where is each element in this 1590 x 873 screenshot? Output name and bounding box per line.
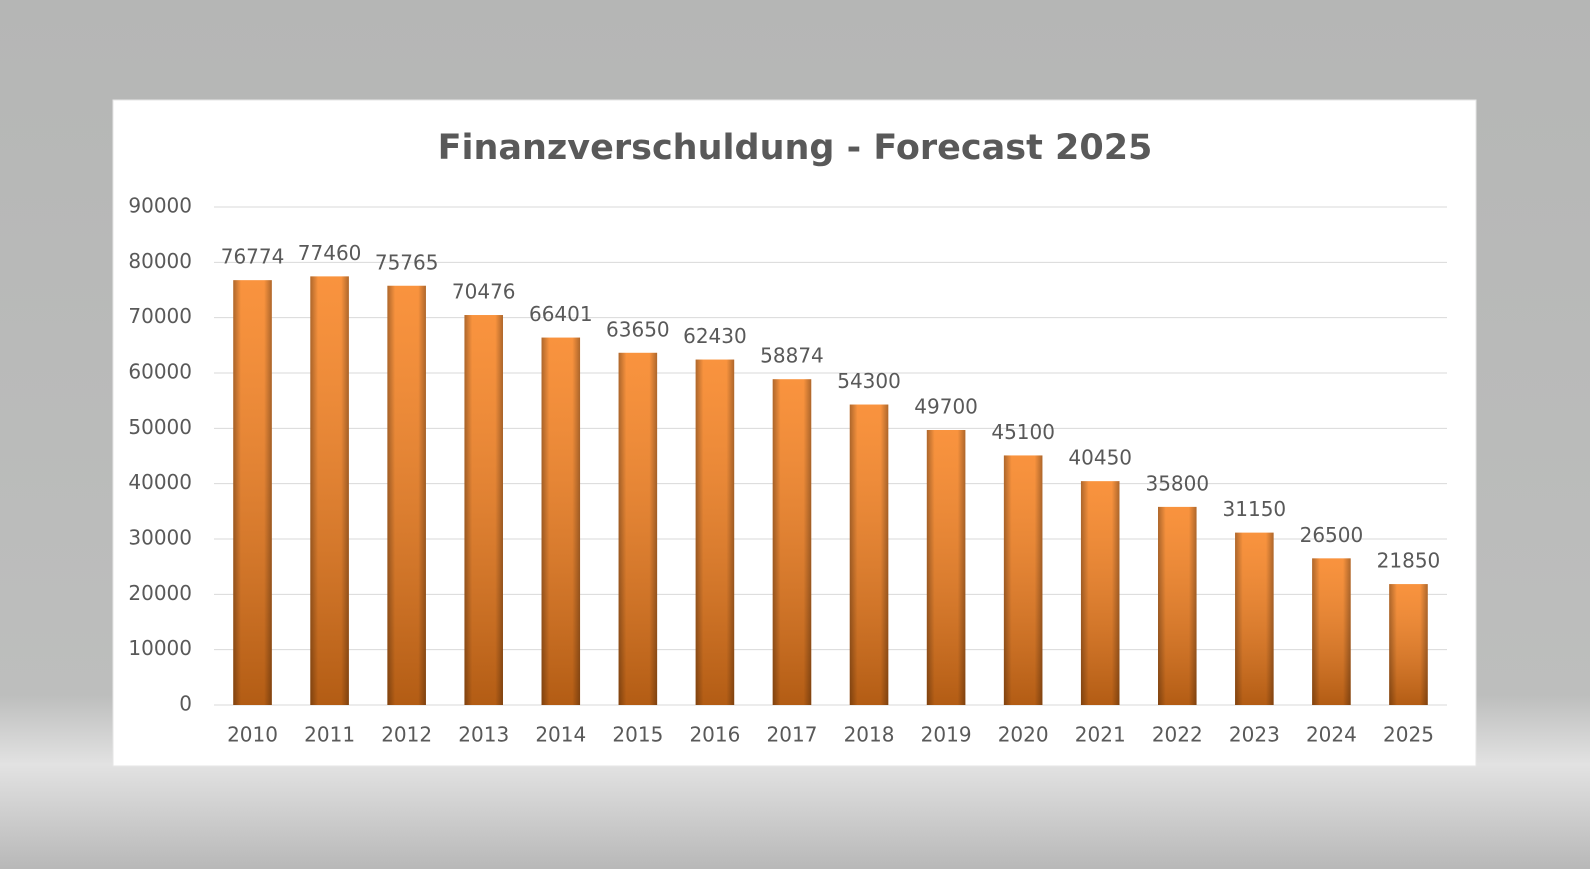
x-tick-label: 2021	[1075, 723, 1126, 747]
x-tick-label: 2013	[458, 723, 509, 747]
y-tick-label: 70000	[128, 304, 192, 328]
x-tick-label: 2019	[921, 723, 972, 747]
x-tick-label: 2016	[689, 723, 740, 747]
y-tick-label: 0	[179, 692, 192, 716]
x-tick-label: 2020	[998, 723, 1049, 747]
bar-shade	[1158, 506, 1197, 705]
data-label: 70476	[452, 280, 516, 304]
x-tick-label: 2014	[535, 723, 586, 747]
x-tick-label: 2018	[844, 723, 895, 747]
y-tick-label: 20000	[128, 581, 192, 605]
bar-shade	[233, 280, 272, 705]
bar-shade	[849, 404, 889, 705]
data-label: 21850	[1377, 549, 1441, 573]
data-label: 40450	[1068, 446, 1132, 470]
y-tick-label: 30000	[128, 526, 192, 550]
bar-shade	[464, 315, 503, 705]
bar-shade	[541, 337, 581, 705]
x-tick-label: 2015	[612, 723, 663, 747]
bar-shade	[926, 429, 966, 705]
data-label: 26500	[1300, 523, 1364, 547]
data-label: 76774	[221, 245, 285, 269]
x-tick-label: 2023	[1229, 723, 1280, 747]
x-tick-label: 2024	[1306, 723, 1357, 747]
data-label: 31150	[1223, 497, 1287, 521]
bar-shade	[772, 379, 812, 705]
x-tick-label: 2012	[381, 723, 432, 747]
bar-shade	[310, 276, 349, 705]
data-label: 54300	[837, 369, 901, 393]
bar-shade	[1080, 481, 1120, 705]
y-tick-label: 50000	[128, 415, 192, 439]
bar-shade	[1003, 455, 1043, 705]
data-label: 62430	[683, 324, 747, 348]
data-label: 63650	[606, 317, 670, 341]
chart-title: Finanzverschuldung - Forecast 2025	[438, 128, 1153, 168]
data-label: 45100	[991, 420, 1055, 444]
data-label: 58874	[760, 344, 824, 368]
y-tick-label: 60000	[128, 360, 192, 384]
bar-shade	[1235, 532, 1274, 705]
x-tick-label: 2011	[304, 723, 355, 747]
data-label: 35800	[1145, 471, 1209, 495]
bar-shade	[1312, 558, 1351, 705]
x-tick-label: 2010	[227, 723, 278, 747]
data-label: 49700	[914, 394, 978, 418]
bar-shade	[1389, 584, 1428, 705]
y-tick-label: 10000	[128, 636, 192, 660]
y-tick-label: 40000	[128, 470, 192, 494]
y-tick-label: 90000	[128, 194, 192, 218]
y-tick-label: 80000	[128, 249, 192, 273]
data-label: 66401	[529, 302, 593, 326]
data-label: 75765	[375, 250, 439, 274]
bar-shade	[387, 285, 426, 705]
data-label: 77460	[298, 241, 362, 265]
x-tick-label: 2025	[1383, 723, 1434, 747]
bar-shade	[618, 352, 658, 705]
x-tick-label: 2022	[1152, 723, 1203, 747]
bar-shade	[695, 359, 735, 705]
x-tick-label: 2017	[767, 723, 818, 747]
